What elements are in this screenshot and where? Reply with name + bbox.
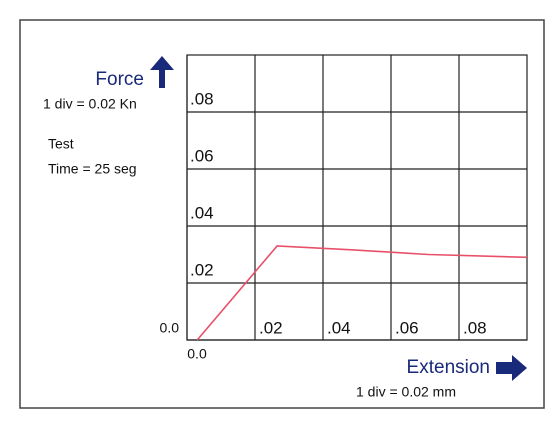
extension-scale: 1 div = 0.02 mm: [356, 384, 456, 400]
y-tick-label: .02: [190, 260, 214, 279]
x-tick-label: .08: [463, 318, 487, 337]
force-arrow: [150, 56, 174, 88]
frame: [19, 19, 545, 409]
x-tick-label: 0.0: [187, 346, 207, 362]
test-label: Test: [48, 136, 74, 152]
extension-arrow: [496, 355, 527, 381]
x-axis-label: Extension: [407, 357, 490, 378]
y-tick-label: .08: [190, 89, 214, 108]
x-tick-label: .04: [327, 318, 351, 337]
time-label: Time = 25 seg: [48, 161, 137, 177]
data-line: [196, 245, 528, 341]
force-scale: 1 div = 0.02 Kn: [43, 96, 137, 112]
x-tick-label: .06: [395, 318, 419, 337]
y-axis-label: Force: [95, 69, 144, 90]
x-tick-label: .02: [259, 318, 283, 337]
y-tick-label: .04: [190, 203, 214, 222]
y-tick-label: .06: [190, 146, 214, 165]
y-tick-label: 0.0: [160, 320, 180, 336]
